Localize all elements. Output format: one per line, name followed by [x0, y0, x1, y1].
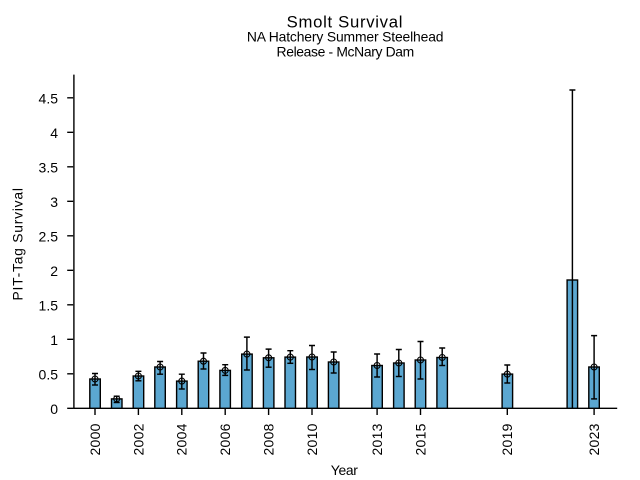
svg-text:Release - McNary Dam: Release - McNary Dam — [277, 43, 414, 59]
svg-text:2006: 2006 — [217, 423, 233, 455]
svg-text:0: 0 — [50, 401, 58, 417]
svg-text:2019: 2019 — [499, 423, 515, 455]
svg-text:1.5: 1.5 — [39, 297, 59, 313]
svg-text:PIT-Tag Survival: PIT-Tag Survival — [9, 187, 25, 300]
svg-text:NA Hatchery Summer Steelhead: NA Hatchery Summer Steelhead — [247, 29, 444, 45]
svg-text:2015: 2015 — [412, 423, 428, 455]
svg-text:2013: 2013 — [369, 423, 385, 455]
svg-text:2023: 2023 — [586, 423, 602, 455]
svg-text:4.5: 4.5 — [39, 90, 59, 106]
svg-text:2002: 2002 — [130, 423, 146, 455]
svg-text:2008: 2008 — [261, 423, 277, 455]
svg-text:2.5: 2.5 — [39, 228, 59, 244]
svg-text:0.5: 0.5 — [39, 366, 59, 382]
svg-text:Smolt Survival: Smolt Survival — [287, 13, 403, 32]
svg-text:Year: Year — [331, 462, 359, 478]
svg-text:1: 1 — [50, 332, 58, 348]
svg-text:3: 3 — [50, 194, 58, 210]
svg-text:4: 4 — [50, 125, 58, 141]
svg-text:3.5: 3.5 — [39, 159, 59, 175]
svg-text:2: 2 — [50, 263, 58, 279]
svg-text:2000: 2000 — [87, 423, 103, 455]
svg-text:2004: 2004 — [174, 423, 190, 455]
svg-text:2010: 2010 — [304, 423, 320, 455]
